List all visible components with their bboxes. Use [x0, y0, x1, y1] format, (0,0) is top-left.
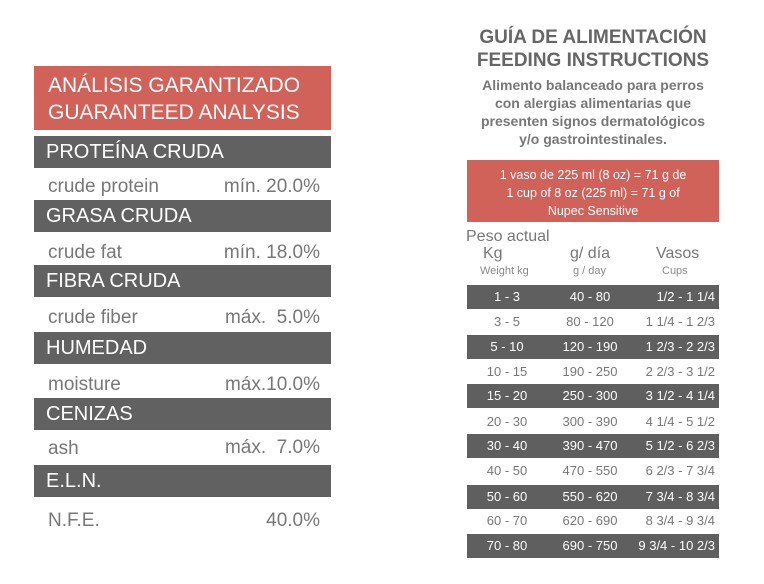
weight-cell: 60 - 70 — [486, 513, 528, 528]
cups-cell: 1/2 - 1 1/4 — [656, 289, 715, 304]
table-row: 15 - 20 250 - 300 3 1/2 - 4 1/4 — [467, 384, 719, 408]
grams-cell: 690 - 750 — [562, 538, 618, 553]
weight-cell: 70 - 80 — [486, 538, 528, 553]
table-row: 3 - 5 80 - 120 1 1/4 - 1 2/3 — [467, 310, 719, 334]
grams-cell: 550 - 620 — [562, 489, 618, 504]
cups-cell: 3 1/2 - 4 1/4 — [645, 388, 715, 403]
nutrient-label: moisture — [48, 374, 121, 395]
feeding-subtitle: Alimento balanceado para perros con aler… — [440, 76, 746, 148]
analysis-title-en: GUARANTEED ANALYSIS — [48, 101, 300, 124]
nutrient-value: máx.10.0% — [224, 374, 320, 395]
weight-cell: 10 - 15 — [486, 364, 528, 379]
cups-cell: 1 1/4 - 1 2/3 — [645, 314, 715, 329]
table-row: 30 - 40 390 - 470 5 1/2 - 6 2/3 — [467, 434, 719, 458]
table-row: 50 - 60 550 - 620 7 3/4 - 8 3/4 — [467, 485, 719, 509]
grams-cell: 120 - 190 — [562, 339, 618, 354]
measure-line: Nupec Sensitive — [547, 204, 639, 218]
subtitle-line: con alergias alimentarias que — [494, 95, 692, 111]
subtitle-line: Alimento balanceado para perros — [482, 77, 704, 93]
table-row: 1 - 3 40 - 80 1/2 - 1 1/4 — [467, 285, 719, 309]
category-bar: E.L.N. — [34, 465, 331, 497]
kg-header: Kg — [483, 245, 503, 262]
weight-cell: 50 - 60 — [486, 489, 528, 504]
cups-cell: 1 2/3 - 2 2/3 — [645, 339, 715, 354]
weight-cell: 20 - 30 — [486, 414, 528, 429]
cups-header-en: Cups — [662, 265, 688, 277]
grams-cell: 620 - 690 — [562, 513, 618, 528]
table-row: 10 - 15 190 - 250 2 2/3 - 3 1/2 — [467, 360, 719, 384]
cups-cell: 7 3/4 - 8 3/4 — [645, 489, 715, 504]
g-day-header: g/ día — [570, 245, 611, 262]
analysis-title-es: ANÁLISIS GARANTIZADO — [48, 74, 301, 97]
table-row: 20 - 30 300 - 390 4 1/4 - 5 1/2 — [467, 410, 719, 434]
weight-cell: 1 - 3 — [493, 289, 520, 304]
category-bar: FIBRA CRUDA — [34, 265, 331, 297]
subtitle-line: y/o gastrointestinales. — [519, 131, 667, 147]
nutrient-label: N.F.E. — [48, 510, 100, 531]
category-bar: GRASA CRUDA — [34, 200, 331, 232]
cups-cell: 4 1/4 - 5 1/2 — [645, 414, 715, 429]
cups-cell: 8 3/4 - 9 3/4 — [645, 513, 715, 528]
feeding-title-en: FEEDING INSTRUCTIONS — [476, 50, 710, 71]
weight-cell: 40 - 50 — [486, 463, 528, 478]
g-day-header-en: g / day — [573, 265, 607, 277]
category-bar: HUMEDAD — [34, 332, 331, 364]
measure-line: 1 cup of 8 oz (225 ml) = 71 g of — [506, 186, 680, 200]
feeding-title-es: GUÍA DE ALIMENTACIÓN — [479, 27, 707, 48]
table-row: 5 - 10 120 - 190 1 2/3 - 2 2/3 — [467, 335, 719, 359]
table-row: 40 - 50 470 - 550 6 2/3 - 7 3/4 — [467, 459, 719, 483]
weight-cell: 15 - 20 — [486, 388, 528, 403]
analysis-header: ANÁLISIS GARANTIZADO GUARANTEED ANALYSIS — [34, 66, 331, 130]
nutrient-label: crude protein — [48, 176, 159, 197]
nutrient-value: máx. 5.0% — [224, 307, 320, 328]
grams-cell: 190 - 250 — [562, 364, 618, 379]
grams-cell: 300 - 390 — [562, 414, 618, 429]
category-bar: PROTEÍNA CRUDA — [34, 136, 331, 168]
grams-cell: 80 - 120 — [566, 314, 614, 329]
weight-cell: 30 - 40 — [486, 438, 528, 453]
grams-cell: 390 - 470 — [562, 438, 618, 453]
weight-cell: 3 - 5 — [493, 314, 520, 329]
cups-cell: 6 2/3 - 7 3/4 — [645, 463, 715, 478]
cup-measure-box: 1 vaso de 225 ml (8 oz) = 71 g de 1 cup … — [467, 160, 719, 222]
kg-header-en: Weight kg — [480, 265, 529, 277]
cups-cell: 5 1/2 - 6 2/3 — [645, 438, 715, 453]
nutrient-label: ash — [48, 438, 79, 459]
cups-cell: 2 2/3 - 3 1/2 — [645, 364, 715, 379]
grams-cell: 40 - 80 — [569, 289, 611, 304]
category-bar: CENIZAS — [34, 398, 331, 430]
weight-cell: 5 - 10 — [490, 339, 524, 354]
nutrient-label: crude fiber — [48, 307, 138, 328]
nutrient-label: crude fat — [48, 242, 122, 263]
nutrient-value: máx. 7.0% — [224, 437, 320, 458]
nutrient-value: 40.0% — [266, 510, 320, 531]
table-row: 70 - 80 690 - 750 9 3/4 - 10 2/3 — [467, 534, 719, 558]
table-row: 60 - 70 620 - 690 8 3/4 - 9 3/4 — [467, 509, 719, 533]
weight-header: Peso actual — [466, 228, 550, 245]
grams-cell: 250 - 300 — [562, 388, 618, 403]
grams-cell: 470 - 550 — [562, 463, 618, 478]
cups-cell: 9 3/4 - 10 2/3 — [638, 538, 715, 553]
nutrient-value: mín. 20.0% — [223, 176, 320, 197]
nutrient-value: mín. 18.0% — [223, 242, 320, 263]
subtitle-line: presenten signos dermatológicos — [480, 113, 706, 129]
cups-header: Vasos — [656, 245, 700, 262]
measure-line: 1 vaso de 225 ml (8 oz) = 71 g de — [499, 168, 687, 182]
